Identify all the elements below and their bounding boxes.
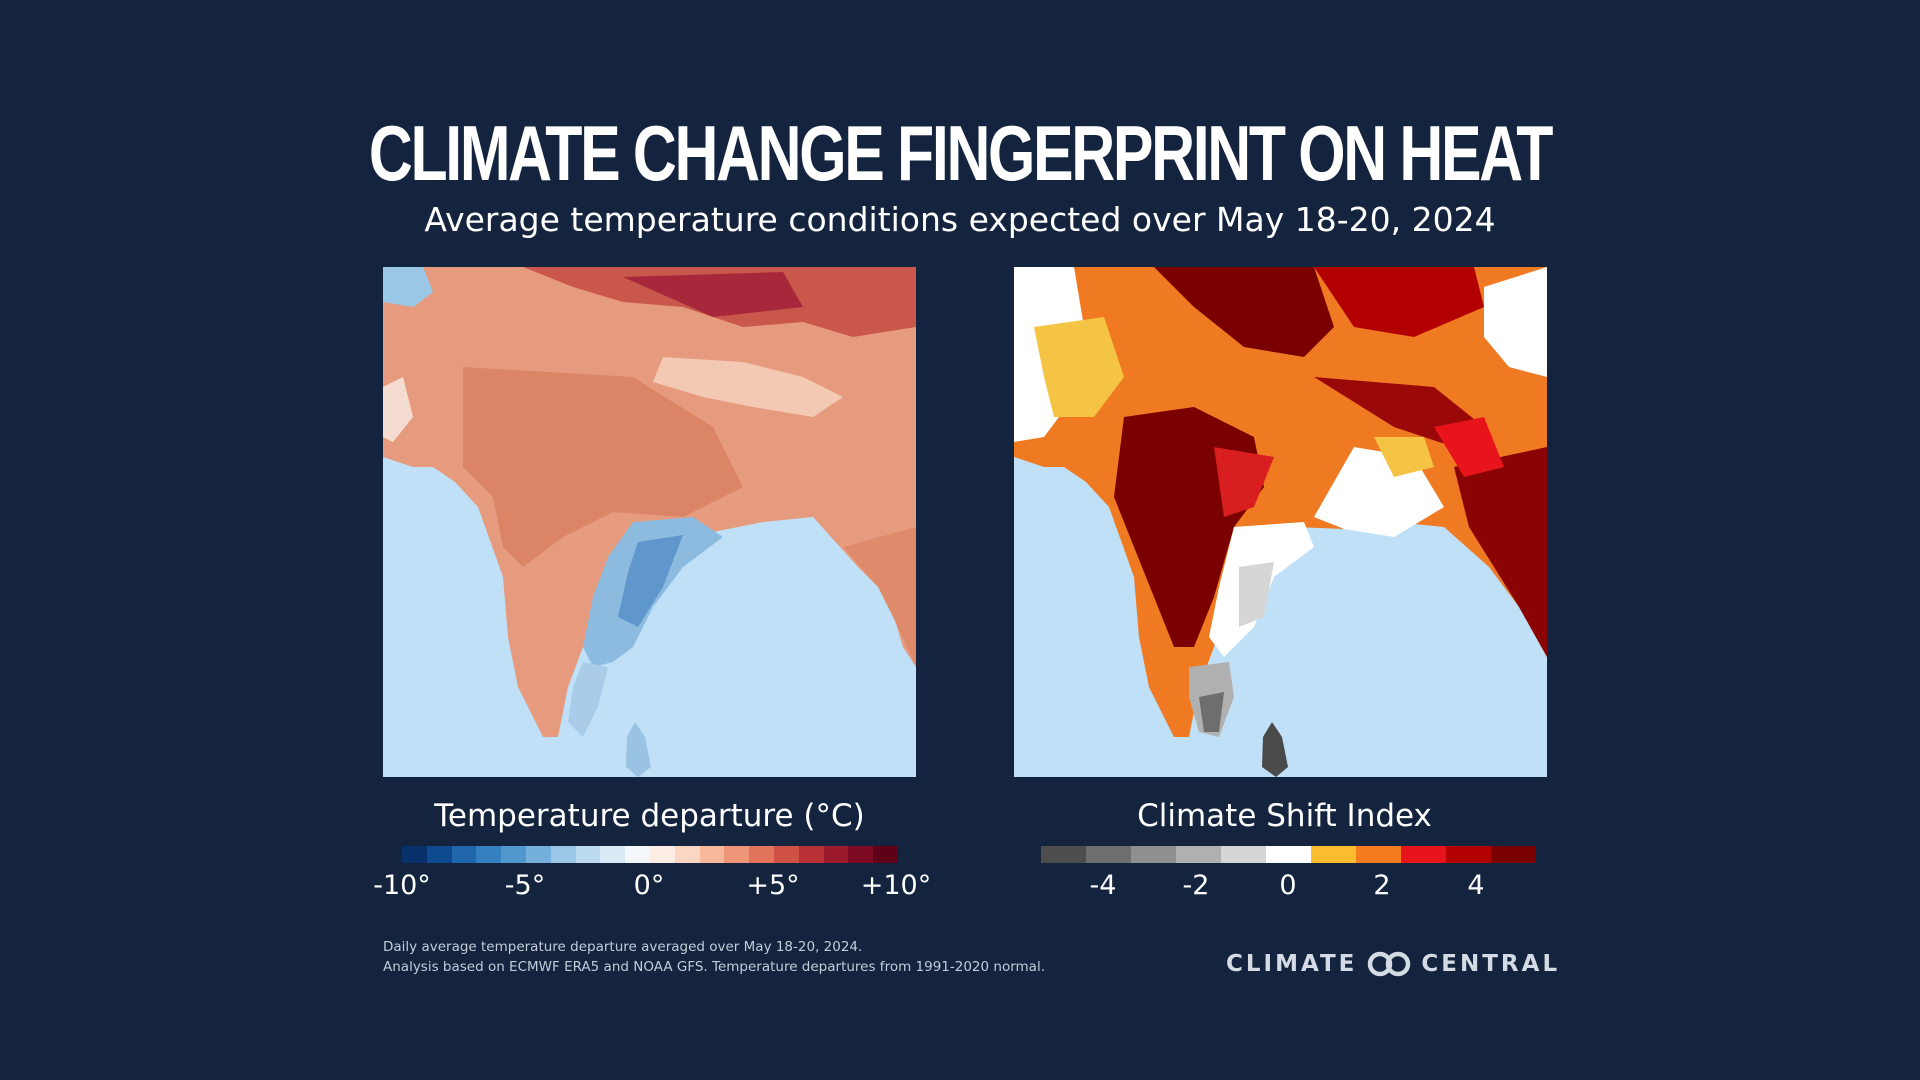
temperature-colorbar	[402, 846, 898, 863]
temperature-tick: +10°	[860, 870, 932, 901]
footnote-line-2: Analysis based on ECMWF ERA5 and NOAA GF…	[383, 959, 1045, 975]
temperature-colorbar-swatch	[525, 846, 551, 863]
temperature-colorbar-swatch	[749, 846, 774, 863]
temperature-colorbar-swatch	[873, 846, 898, 863]
csi-tick: -2	[1182, 870, 1210, 901]
brand-word-central: CENTRAL	[1421, 951, 1561, 977]
temperature-colorbar-swatch	[575, 846, 601, 863]
temperature-colorbar-swatch	[402, 846, 427, 863]
temperature-colorbar-swatch	[798, 846, 824, 863]
csi-legend-title: Climate Shift Index	[1137, 798, 1432, 834]
footnote-line-1: Daily average temperature departure aver…	[383, 939, 863, 955]
temperature-colorbar-swatch	[699, 846, 725, 863]
csi-tick: 4	[1467, 870, 1485, 901]
brand-word-climate: CLIMATE	[1226, 951, 1358, 977]
csi-colorbar-swatch	[1401, 846, 1446, 863]
temperature-colorbar-swatch	[848, 846, 874, 863]
csi-colorbar-swatch	[1086, 846, 1131, 863]
csi-tick: -4	[1089, 870, 1117, 901]
climate-central-logo: CLIMATE CENTRAL	[1226, 946, 1560, 982]
temperature-tick: 0°	[633, 870, 665, 901]
temperature-colorbar-swatch	[426, 846, 452, 863]
csi-colorbar-swatch	[1356, 846, 1401, 863]
csi-colorbar-swatch	[1266, 846, 1311, 863]
temperature-colorbar-swatch	[674, 846, 700, 863]
temperature-legend-title: Temperature departure (°C)	[434, 798, 865, 834]
temperature-colorbar-swatch	[600, 846, 626, 863]
csi-colorbar-swatch	[1221, 846, 1266, 863]
temperature-colorbar-swatch	[625, 846, 650, 863]
csi-colorbar-swatch	[1131, 846, 1176, 863]
csi-colorbar-swatch	[1491, 846, 1536, 863]
linked-circles-icon	[1365, 951, 1413, 977]
csi-tick: 0	[1279, 870, 1297, 901]
csi-tick: 2	[1373, 870, 1391, 901]
csi-colorbar-swatch	[1446, 846, 1491, 863]
page-subtitle: Average temperature conditions expected …	[424, 200, 1496, 239]
csi-colorbar	[1041, 846, 1536, 863]
temperature-colorbar-swatch	[823, 846, 849, 863]
temperature-colorbar-swatch	[476, 846, 502, 863]
temperature-colorbar-swatch	[501, 846, 526, 863]
temperature-colorbar-swatch	[649, 846, 675, 863]
temperature-tick: -5°	[504, 870, 546, 901]
temperature-colorbar-swatch	[724, 846, 750, 863]
temperature-tick: -10°	[373, 870, 431, 901]
csi-colorbar-swatch	[1311, 846, 1356, 863]
temperature-departure-map	[383, 267, 916, 777]
temperature-colorbar-swatch	[550, 846, 576, 863]
climate-shift-index-map	[1014, 267, 1547, 777]
temperature-colorbar-swatch	[773, 846, 799, 863]
temperature-colorbar-swatch	[451, 846, 477, 863]
page-title: Climate Change Fingerprint on Heat	[368, 109, 1554, 197]
temperature-tick: +5°	[746, 870, 800, 901]
csi-colorbar-swatch	[1041, 846, 1086, 863]
csi-colorbar-swatch	[1176, 846, 1221, 863]
